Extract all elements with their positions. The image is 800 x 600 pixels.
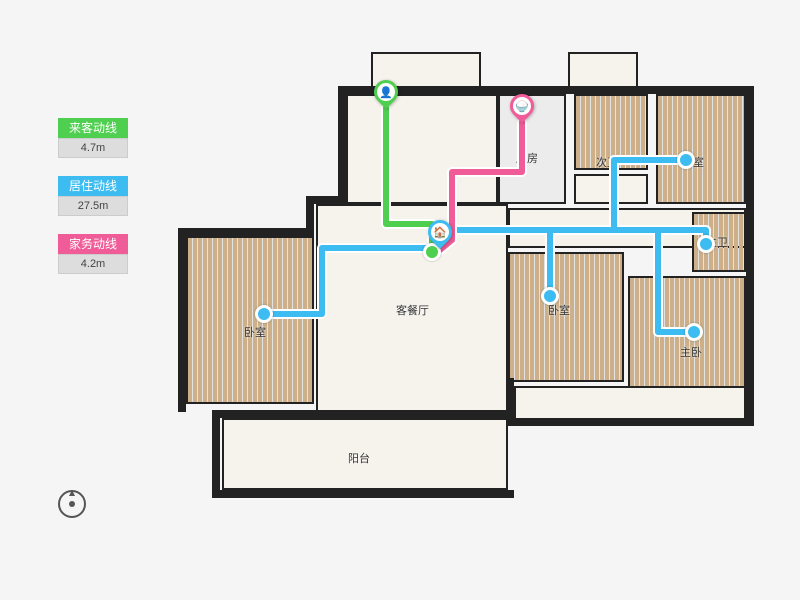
marker-person-icon: 👤 [374, 80, 398, 110]
bowl-icon: 🍚 [513, 97, 531, 115]
legend-value: 4.7m [58, 138, 128, 158]
legend-label: 来客动线 [58, 118, 128, 138]
legend-label: 居住动线 [58, 176, 128, 196]
marker-home-icon: 🏠 [428, 220, 452, 250]
legend: 来客动线 4.7m 居住动线 27.5m 家务动线 4.2m [58, 118, 128, 292]
flow-end-living-1 [541, 287, 559, 305]
legend-item-living: 居住动线 27.5m [58, 176, 128, 216]
compass-icon [56, 488, 88, 520]
flow-end-living-2 [677, 151, 695, 169]
wall [178, 228, 186, 412]
legend-value: 4.2m [58, 254, 128, 274]
flow-end-living-3 [685, 323, 703, 341]
legend-label: 家务动线 [58, 234, 128, 254]
home-icon: 🏠 [431, 223, 449, 241]
flow-living [264, 160, 706, 332]
legend-value: 27.5m [58, 196, 128, 216]
flow-end-living-4 [697, 235, 715, 253]
person-icon: 👤 [377, 83, 395, 101]
legend-item-guest: 来客动线 4.7m [58, 118, 128, 158]
flow-end-living-0 [255, 305, 273, 323]
flow-guest [386, 108, 432, 252]
marker-bowl-icon: 🍚 [510, 94, 534, 124]
flowlines [186, 52, 754, 562]
legend-item-chores: 家务动线 4.2m [58, 234, 128, 274]
floorplan: 厨房次卫卧室客餐厅卧室主卫卧室主卧阳台👤🍚🏠 [186, 52, 754, 562]
